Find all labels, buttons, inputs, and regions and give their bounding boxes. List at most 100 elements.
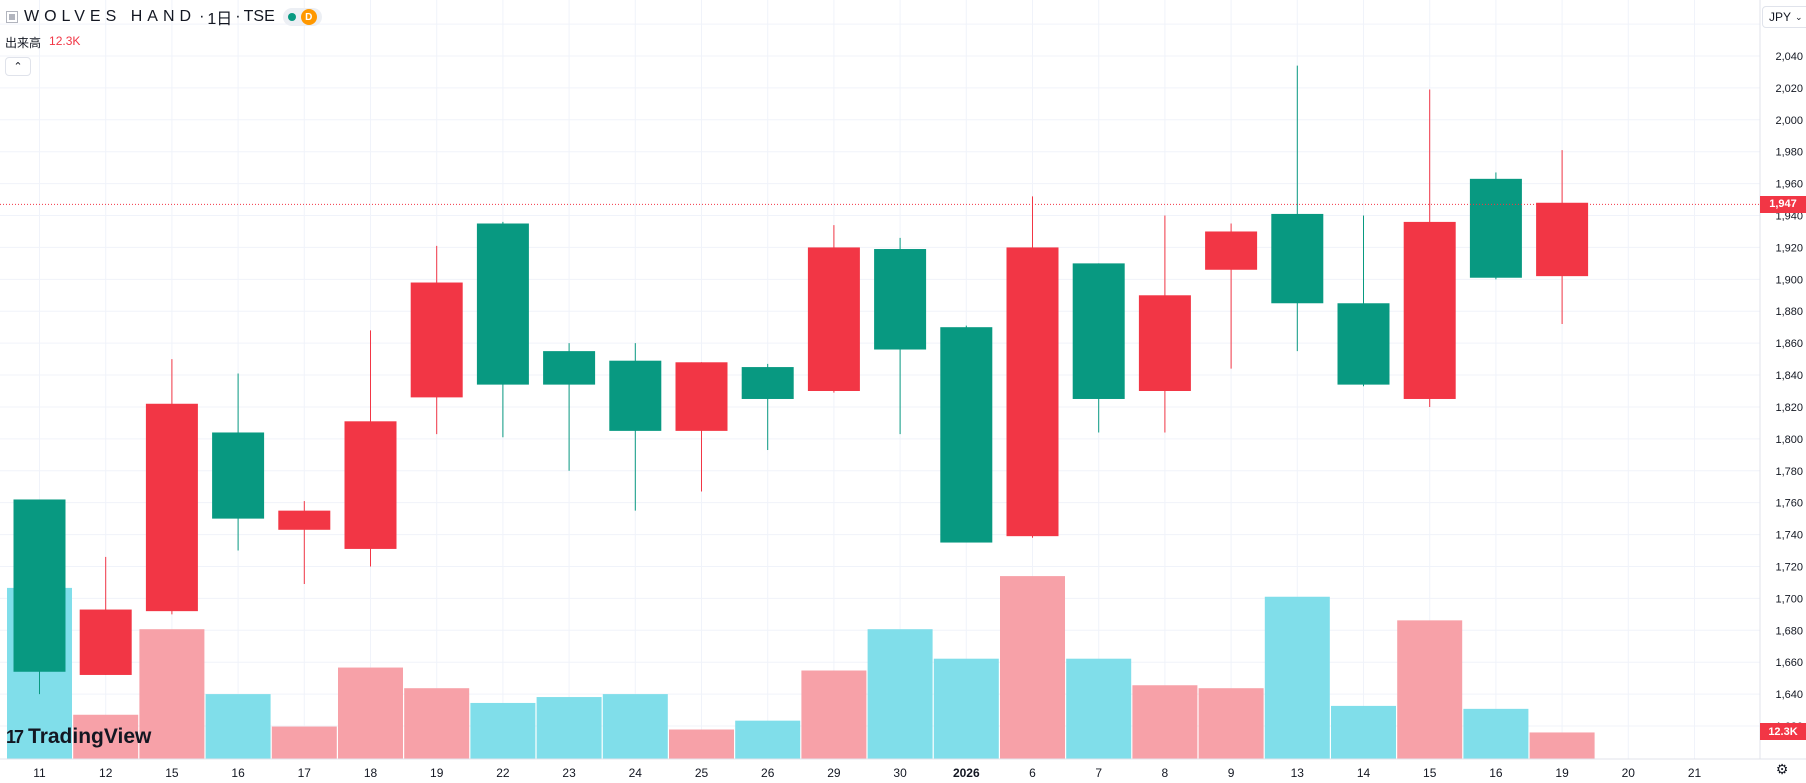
candle-body [609,360,662,431]
price-tick-label: 1,860 [1775,338,1803,350]
volume-bar [1463,708,1529,759]
symbol-header[interactable]: WOLVES HAND · 1日 · TSE D [6,6,322,28]
time-tick-label: 14 [1357,766,1371,780]
price-tick-label: 2,000 [1775,115,1803,127]
candle-body [807,247,860,391]
candles [13,65,1589,695]
market-status[interactable]: D [282,8,322,26]
volume-bar [1397,620,1463,759]
time-tick-label: 9 [1228,766,1235,780]
volume-bar [271,726,337,759]
price-tick-label: 1,920 [1775,242,1803,254]
tradingview-logo[interactable]: 17 TradingView [6,725,151,749]
exchange-label: TSE [243,8,275,25]
volume-bar [602,694,668,759]
time-tick-label: 16 [1489,766,1503,780]
volume-legend[interactable]: 出来高 12.3K [5,34,80,51]
volume-bar [536,697,602,759]
interval-label[interactable]: 1日 [207,11,233,28]
price-tick-label: 1,940 [1775,211,1803,223]
candle-body [212,432,265,519]
time-tick-label: 15 [1423,766,1437,780]
time-tick-label: 23 [562,766,576,780]
price-axis[interactable]: 1,6201,6401,6601,6801,7001,7201,7401,760… [1759,0,1806,783]
settings-gear-icon[interactable]: ⚙ [1775,760,1789,777]
price-tick-label: 1,660 [1775,657,1803,669]
volume-bar [735,720,801,759]
tradingview-logo-icon: 17 [6,726,24,747]
time-tick-label: 19 [430,766,444,780]
candle-body [1271,213,1324,304]
price-tick-label: 1,780 [1775,466,1803,478]
time-tick-label: 19 [1555,766,1569,780]
candle-body [1469,178,1522,278]
price-tick-label: 1,760 [1775,498,1803,510]
time-tick-label: 22 [496,766,510,780]
price-tick-label: 2,020 [1775,83,1803,95]
separator: · [199,8,205,25]
price-tick-label: 1,980 [1775,147,1803,159]
price-tick-label: 1,680 [1775,625,1803,637]
volume-bar [801,670,867,759]
volume-value: 12.3K [49,34,81,48]
time-tick-label: 24 [629,766,643,780]
time-tick-label: 29 [827,766,841,780]
volume-bar [1066,658,1132,759]
last-price-label: 1,947 [1760,195,1806,213]
price-tick-label: 1,820 [1775,402,1803,414]
volume-bar [1198,688,1264,759]
volume-bar [1529,732,1595,759]
candle-body [1403,221,1456,399]
volume-bar [470,702,536,759]
price-tick-label: 1,840 [1775,370,1803,382]
candle-body [1006,247,1059,537]
candle-body [476,223,529,385]
price-tick-label: 1,900 [1775,274,1803,286]
time-tick-label: 6 [1029,766,1036,780]
time-tick-label: 20 [1622,766,1636,780]
separator: · [235,8,241,25]
candle-body [145,403,198,612]
volume-bar [404,688,470,759]
volume-bar [205,694,271,759]
candle-body [543,351,596,385]
last-volume-label: 12.3K [1760,723,1806,741]
volume-bar [1132,685,1198,759]
volume-bar [1264,596,1330,759]
time-tick-label: 21 [1688,766,1702,780]
candle-body [940,327,993,543]
candle-body [344,421,397,549]
time-tick-label: 18 [364,766,378,780]
symbol-name[interactable]: WOLVES HAND [24,8,197,25]
currency-label: JPY [1769,10,1792,24]
price-axis-background [1760,0,1806,783]
candle-body [741,367,794,399]
volume-bar [867,629,933,759]
collapse-legend-button[interactable]: ⌃ [5,57,31,76]
candle-body [1337,303,1390,385]
candle-body [1072,263,1125,399]
chevron-up-icon: ⌃ [13,61,23,73]
currency-selector[interactable]: JPY ⌄ [1762,6,1806,28]
time-tick-label: 25 [695,766,709,780]
volume-bar [669,729,734,759]
time-tick-label: 26 [761,766,775,780]
volume-bar [1000,576,1065,759]
time-tick-label: 17 [298,766,312,780]
candle-body [13,499,66,672]
volume-bar [139,629,205,759]
chevron-down-icon: ⌄ [1795,11,1803,22]
time-tick-label: 16 [231,766,245,780]
candle-body [79,609,132,675]
candle-body [1536,202,1589,277]
symbol-logo-icon [6,11,18,23]
candle-body [1138,295,1191,391]
price-tick-label: 1,800 [1775,434,1803,446]
time-axis[interactable]: 11 12 15 16 17 18 19 22 23 24 25 26 29 30 2026 6 7 8 9 13 14… [0,758,1806,780]
market-open-icon [287,13,296,21]
time-tick-label: 30 [893,766,907,780]
time-tick-label: 7 [1095,766,1102,780]
time-tick-label: 12 [99,766,113,780]
price-tick-label: 1,880 [1775,306,1803,318]
